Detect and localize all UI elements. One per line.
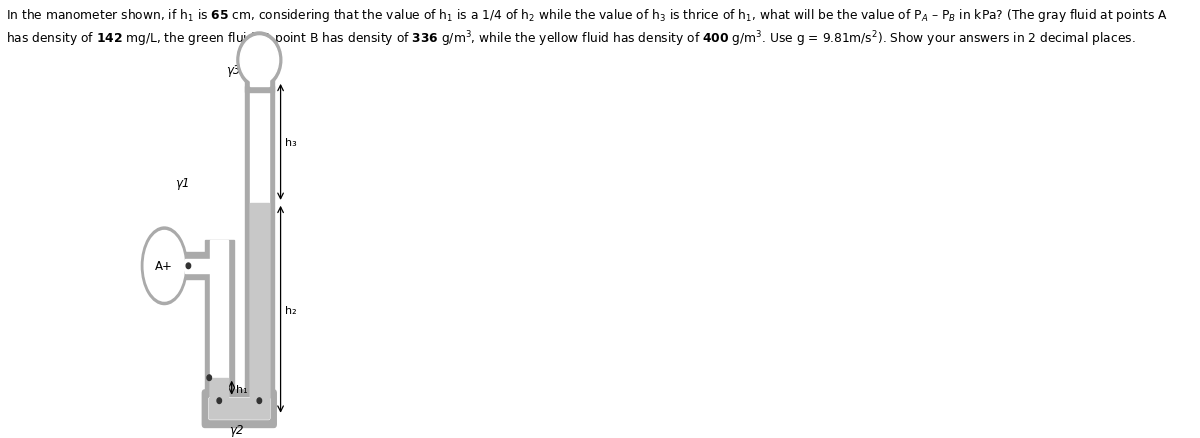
Circle shape: [257, 398, 262, 403]
Bar: [210, 378, 228, 400]
Text: γ1: γ1: [175, 177, 190, 190]
FancyBboxPatch shape: [202, 389, 277, 428]
Bar: [210, 240, 228, 400]
Circle shape: [236, 33, 282, 89]
Text: h₃: h₃: [286, 138, 298, 148]
Bar: [245, 87, 274, 424]
Bar: [250, 80, 269, 87]
FancyBboxPatch shape: [209, 398, 270, 420]
Circle shape: [240, 37, 278, 85]
Text: h₂: h₂: [286, 306, 298, 315]
Circle shape: [217, 398, 222, 403]
Text: γ2: γ2: [229, 423, 244, 436]
Text: A+: A+: [156, 260, 173, 273]
Text: h₁: h₁: [236, 384, 248, 394]
Bar: [185, 253, 210, 279]
Bar: [250, 203, 269, 418]
Ellipse shape: [144, 230, 185, 302]
Bar: [250, 87, 269, 418]
Bar: [185, 259, 210, 273]
Text: γ3: γ3: [226, 64, 240, 77]
Text: B: B: [256, 54, 264, 67]
Ellipse shape: [140, 227, 188, 306]
FancyBboxPatch shape: [208, 397, 270, 420]
Bar: [205, 240, 234, 406]
Text: has density of $\mathbf{142}$ mg/L, the green fluid at point B has density of $\: has density of $\mathbf{142}$ mg/L, the …: [6, 29, 1136, 49]
Circle shape: [206, 375, 211, 381]
Text: In the manometer shown, if h$_1$ is $\mathbf{65}$ cm, considering that the value: In the manometer shown, if h$_1$ is $\ma…: [6, 7, 1169, 24]
Bar: [245, 80, 274, 93]
Circle shape: [186, 263, 191, 269]
